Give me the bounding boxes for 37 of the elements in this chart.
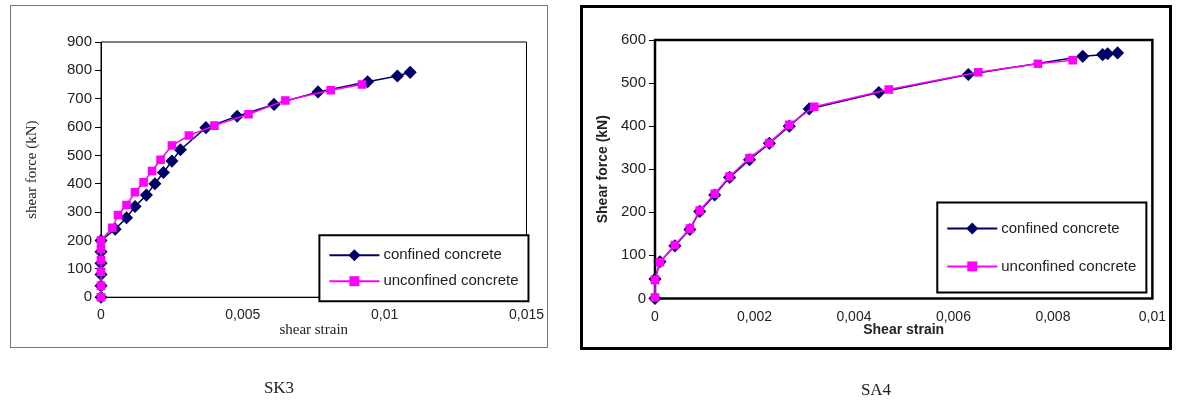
x-tick-label: 0,01	[1138, 307, 1167, 324]
y-tick-label: 0	[83, 287, 92, 305]
x-tick-label: 0,008	[1035, 307, 1071, 324]
y-tick-label: 300	[620, 159, 646, 177]
y-tick-label: 800	[66, 60, 92, 78]
text: SA4	[859, 380, 893, 400]
legend-label: confined concrete	[383, 245, 502, 263]
legend-label: unconfined concrete	[383, 271, 519, 289]
x-axis-title: Shear strain	[863, 321, 945, 338]
y-tick-label: 200	[66, 230, 92, 248]
y-tick-label: 100	[620, 245, 646, 263]
y-tick-label: 400	[620, 116, 646, 134]
y-axis-title: shear force (kN)	[22, 120, 40, 219]
y-tick-label: 600	[66, 117, 92, 135]
y-tick-label: 500	[620, 73, 646, 91]
text: SK3	[262, 378, 296, 398]
x-tick-label: 0,004	[836, 307, 872, 324]
x-tick-label: 0,002	[736, 307, 773, 324]
y-tick-label: 100	[66, 258, 92, 276]
legend-label: unconfined concrete	[1001, 256, 1137, 274]
y-tick-label: 500	[66, 145, 92, 163]
x-tick-label: 0,015	[508, 306, 545, 323]
x-tick-label: 0	[651, 307, 660, 324]
x-tick-label: 0	[97, 306, 106, 323]
y-tick-label: 300	[66, 202, 92, 220]
y-tick-label: 200	[620, 202, 646, 220]
y-axis-title: Shear force (kN)	[594, 115, 611, 224]
x-tick-label: 0,01	[371, 306, 399, 323]
y-tick-label: 600	[620, 30, 646, 48]
x-tick-label: 0,005	[225, 306, 261, 323]
legend-label: confined concrete	[1001, 218, 1120, 236]
y-tick-label: 400	[66, 173, 92, 191]
x-tick-label: 0,006	[935, 307, 972, 324]
y-tick-label: 900	[66, 32, 92, 50]
x-axis-title: shear strain	[279, 320, 349, 337]
y-tick-label: 0	[637, 288, 646, 306]
y-tick-label: 700	[66, 88, 92, 106]
